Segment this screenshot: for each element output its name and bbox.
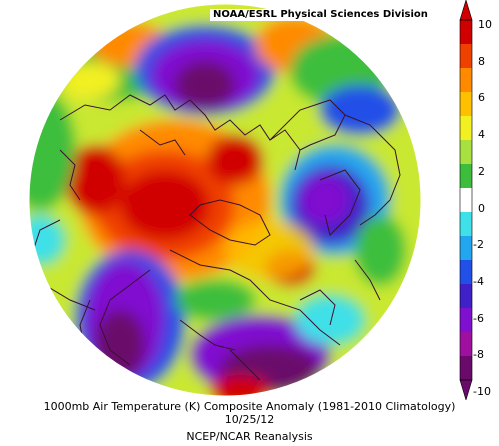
colorbar-bottom-arrow bbox=[459, 379, 473, 400]
colorbar-segment bbox=[460, 308, 472, 333]
colorbar-segment bbox=[460, 116, 472, 141]
colorbar-tick-label: 8 bbox=[478, 54, 485, 68]
colorbar-segment bbox=[460, 356, 472, 381]
polar-map bbox=[28, 3, 422, 397]
colorbar-tick-label: -8 bbox=[473, 348, 484, 362]
colorbar-tick-label: 2 bbox=[478, 164, 485, 178]
colorbar-segment bbox=[460, 140, 472, 165]
caption: 1000mb Air Temperature (K) Composite Ano… bbox=[0, 400, 499, 443]
colorbar-segment bbox=[460, 212, 472, 237]
colorbar-segment bbox=[460, 164, 472, 189]
colorbar-segment bbox=[460, 44, 472, 69]
colorbar-tick-label: 4 bbox=[478, 128, 485, 142]
credit-label: NOAA/ESRL Physical Sciences Division bbox=[210, 9, 431, 21]
colorbar-tick-label: -10 bbox=[473, 385, 491, 398]
colorbar-tick-label: 6 bbox=[478, 91, 485, 105]
colorbar-tick-label: -2 bbox=[473, 238, 484, 252]
colorbar-segment bbox=[460, 20, 472, 45]
caption-date: 10/25/12 bbox=[224, 413, 275, 426]
temperature-anomaly-field bbox=[29, 4, 421, 396]
colorbar-segment bbox=[460, 284, 472, 309]
colorbar-segment bbox=[460, 68, 472, 93]
colorbar-tick-label: -4 bbox=[473, 274, 484, 288]
colorbar-segment bbox=[460, 332, 472, 357]
colorbar-top-arrow bbox=[459, 0, 473, 21]
caption-source: NCEP/NCAR Reanalysis bbox=[186, 430, 313, 443]
colorbar-segment bbox=[460, 188, 472, 213]
colorbar-tick-label: 10 bbox=[478, 18, 492, 31]
colorbar-segment bbox=[460, 260, 472, 285]
colorbar-segment bbox=[460, 236, 472, 261]
colorbar bbox=[459, 0, 473, 400]
colorbar-tick-label: -6 bbox=[473, 311, 484, 325]
colorbar-segments bbox=[460, 20, 472, 381]
colorbar-segment bbox=[460, 92, 472, 117]
caption-title: 1000mb Air Temperature (K) Composite Ano… bbox=[43, 400, 456, 413]
colorbar-tick-label: 0 bbox=[478, 201, 485, 215]
coastlines bbox=[29, 94, 401, 381]
